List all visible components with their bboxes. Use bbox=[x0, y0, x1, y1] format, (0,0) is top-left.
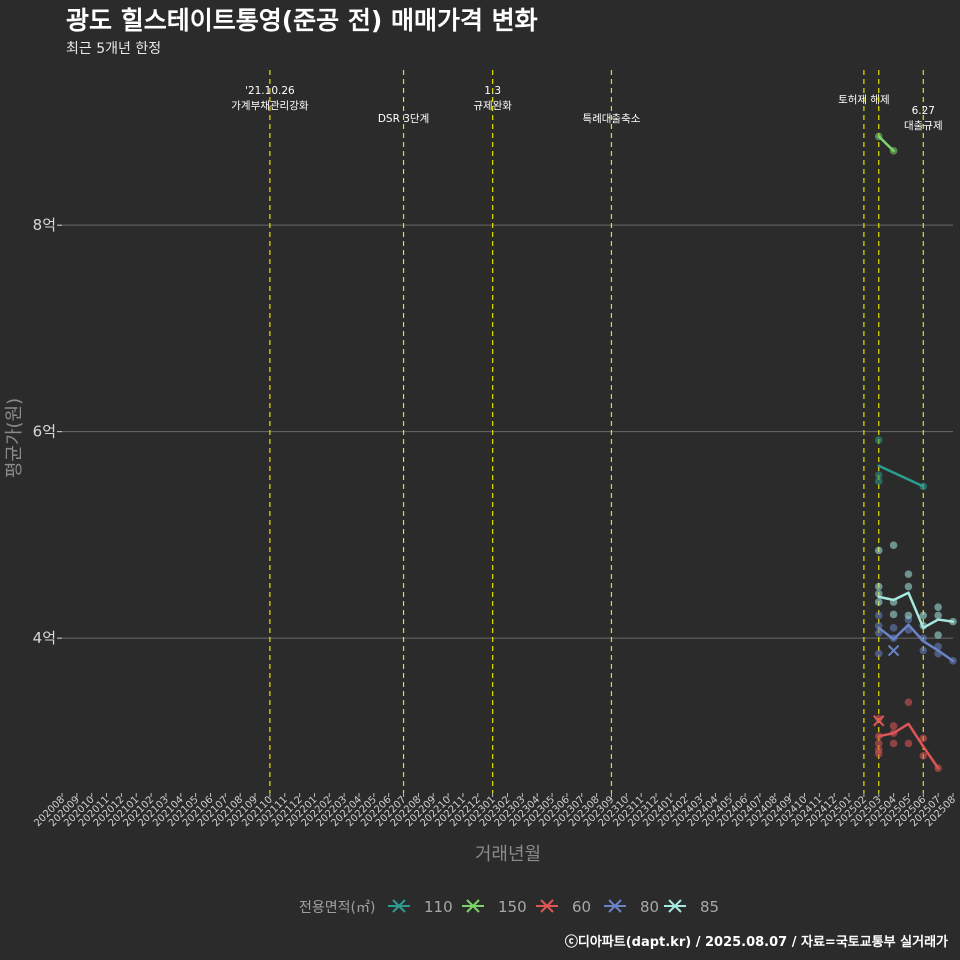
y-gridlines bbox=[62, 224, 953, 639]
point-85-202505-8 bbox=[904, 582, 913, 591]
series-110 bbox=[874, 436, 928, 491]
point-85-202505-9 bbox=[904, 611, 913, 620]
legend-item-85: 85 bbox=[664, 898, 719, 916]
point-110-202503-2 bbox=[874, 477, 883, 486]
series-85 bbox=[874, 541, 957, 639]
point-60-202504-5 bbox=[889, 722, 898, 730]
event-label-202309: 특례대출축소 bbox=[582, 113, 640, 125]
point-85-202507-12 bbox=[934, 603, 942, 611]
line-80 bbox=[877, 623, 955, 663]
line-150 bbox=[877, 135, 895, 153]
point-60-202503-4 bbox=[874, 749, 883, 758]
point-85-202504-4 bbox=[889, 541, 898, 550]
line-85 bbox=[877, 591, 955, 630]
legend-label-110: 110 bbox=[424, 898, 453, 916]
point-85-202505-7 bbox=[904, 570, 913, 578]
point-60-202503-0 bbox=[874, 714, 883, 723]
legend-label-150: 150 bbox=[498, 898, 527, 916]
legend: 전용면적(㎡) 110 150 60 80 85 bbox=[299, 898, 719, 916]
point-85-202503-1 bbox=[874, 582, 883, 591]
legend-swatch-cross-85 bbox=[668, 899, 682, 913]
event-label-202110: '21.10.26 가계부채관리강화 bbox=[231, 85, 309, 112]
point-60-202503-2 bbox=[874, 739, 883, 748]
y-axis-title: 평균가(원) bbox=[4, 398, 25, 478]
event-label-202506: 6.27 대출규제 bbox=[904, 105, 943, 132]
legend-swatch-cross-150 bbox=[466, 899, 480, 913]
legend-item-80: 80 bbox=[604, 898, 659, 916]
point-110-202503-0 bbox=[874, 436, 883, 444]
point-80-202504-4 bbox=[889, 624, 898, 632]
legend-label-60: 60 bbox=[572, 898, 591, 916]
series-150 bbox=[874, 132, 898, 155]
point-85-202503-3 bbox=[874, 598, 883, 606]
point-80-202503-3 bbox=[874, 649, 883, 658]
cancelled-mark-80-0 bbox=[887, 644, 900, 657]
point-85-202507-13 bbox=[934, 611, 942, 620]
line-110 bbox=[877, 464, 925, 488]
legend-swatch-cross-80 bbox=[608, 899, 622, 913]
point-110-202503-1 bbox=[874, 471, 883, 479]
chart-caption: ⓒ디아파트(dapt.kr) / 2025.08.07 / 자료=국토교통부 실… bbox=[565, 934, 948, 950]
event-label-202207: DSR 3단계 bbox=[378, 113, 429, 125]
chart-title: 광도 힐스테이트통영(준공 전) 매매가격 변화 bbox=[66, 6, 538, 35]
point-80-202503-2 bbox=[874, 629, 883, 637]
y-tick-label-4: 4억 bbox=[33, 629, 56, 647]
x-axis-ticks: 2020082020092020102020112020122021012021… bbox=[32, 793, 958, 829]
legend-item-110: 110 bbox=[388, 898, 453, 916]
point-60-202505-8 bbox=[904, 698, 913, 706]
legend-item-150: 150 bbox=[462, 898, 527, 916]
legend-label-85: 85 bbox=[700, 898, 719, 916]
point-80-202506-9 bbox=[919, 646, 928, 655]
y-axis-ticks: 4억 6억 8억 bbox=[33, 216, 62, 647]
chart-subtitle: 최근 5개년 한정 bbox=[66, 41, 161, 57]
series-80 bbox=[874, 611, 957, 665]
y-tick-label-6: 6억 bbox=[33, 423, 56, 441]
series-60 bbox=[873, 698, 942, 773]
event-label-202301: 1.3 규제완화 bbox=[473, 85, 512, 112]
legend-item-60: 60 bbox=[536, 898, 591, 916]
x-axis-title: 거래년월 bbox=[475, 844, 541, 865]
point-80-202503-1 bbox=[874, 621, 883, 630]
legend-title: 전용면적(㎡) bbox=[299, 900, 375, 916]
point-60-202506-10 bbox=[919, 734, 928, 743]
point-85-202504-6 bbox=[889, 610, 898, 619]
event-label-202502: 토허제 해제 bbox=[838, 93, 890, 106]
point-85-202507-14 bbox=[934, 631, 942, 639]
point-60-202505-9 bbox=[904, 739, 913, 748]
point-85-202503-0 bbox=[874, 546, 883, 555]
cancelled-mark-60-0 bbox=[873, 715, 885, 727]
line-60 bbox=[877, 722, 940, 770]
series-layer bbox=[873, 132, 957, 773]
legend-swatch-cross-60 bbox=[540, 899, 554, 913]
legend-swatch-cross-110 bbox=[392, 899, 406, 913]
point-60-202506-11 bbox=[919, 752, 928, 760]
legend-label-80: 80 bbox=[640, 898, 659, 916]
point-85-202506-10 bbox=[919, 611, 928, 620]
y-tick-label-8: 8억 bbox=[33, 216, 56, 234]
point-85-202503-2 bbox=[874, 589, 883, 598]
point-80-202503-0 bbox=[874, 611, 883, 620]
point-60-202504-7 bbox=[889, 739, 898, 748]
